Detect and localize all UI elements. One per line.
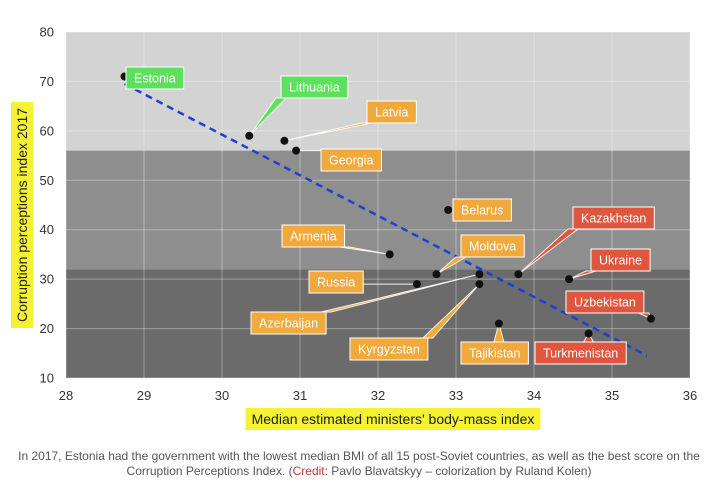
label-box-latvia bbox=[366, 100, 417, 124]
point-kazakhstan bbox=[514, 270, 523, 279]
x-axis-title-highlight bbox=[245, 408, 541, 430]
x-tick-label: 36 bbox=[683, 388, 697, 403]
label-azerbaijan: Azerbaijan bbox=[259, 317, 318, 331]
label-latvia: Latvia bbox=[375, 106, 408, 120]
point-russia bbox=[413, 280, 421, 289]
figure-caption: In 2017, Estonia had the government with… bbox=[0, 449, 718, 479]
label-box-estonia bbox=[125, 66, 185, 90]
label-box-kazakhstan bbox=[572, 206, 655, 230]
caption-credit-rest: : Pavlo Blavatskyy – colorization by Rul… bbox=[324, 464, 592, 478]
x-tick-label: 35 bbox=[605, 388, 619, 403]
trend-line bbox=[123, 82, 648, 357]
point-kyrgyzstan bbox=[475, 280, 484, 289]
label-box-uzbekistan bbox=[565, 290, 645, 314]
x-tick-label: 31 bbox=[293, 388, 307, 403]
y-tick-label: 70 bbox=[40, 74, 54, 89]
y-tick-label: 20 bbox=[40, 321, 54, 336]
label-box-armenia bbox=[281, 224, 346, 248]
label-moldova: Moldova bbox=[469, 240, 516, 254]
point-georgia bbox=[292, 146, 301, 155]
y-axis-title: Corruption perceptions index 2017 bbox=[14, 108, 30, 322]
point-tajikistan bbox=[494, 319, 503, 328]
y-tick-label: 10 bbox=[40, 371, 54, 386]
point-azerbaijan bbox=[475, 270, 484, 279]
chart-svg: Estonia Lithuania Latvia Georgia Belarus Arme… bbox=[11, 25, 697, 430]
point-armenia bbox=[385, 250, 394, 259]
point-lithuania bbox=[245, 131, 254, 140]
x-tick-label: 33 bbox=[449, 388, 463, 403]
x-tick-label: 28 bbox=[59, 388, 73, 403]
credit-link[interactable]: Credit bbox=[292, 464, 325, 478]
label-box-ukraine bbox=[590, 248, 651, 272]
x-tick-label: 32 bbox=[371, 388, 385, 403]
point-belarus bbox=[444, 205, 453, 214]
label-ukraine: Ukraine bbox=[599, 254, 642, 268]
label-box-moldova bbox=[460, 234, 525, 258]
point-turkmenistan bbox=[584, 329, 593, 338]
label-box-belarus bbox=[452, 198, 512, 222]
y-tick-label: 60 bbox=[40, 123, 54, 138]
label-lithuania: Lithuania bbox=[289, 81, 340, 95]
label-kyrgyzstan: Kyrgyzstan bbox=[358, 343, 420, 357]
y-tick-label: 50 bbox=[40, 173, 54, 188]
y-tick-label: 40 bbox=[40, 222, 54, 237]
label-box-tajikistan bbox=[460, 341, 529, 365]
label-turkmenistan: Turkmenistan bbox=[543, 347, 618, 361]
point-ukraine bbox=[565, 275, 574, 284]
scatter-chart: Estonia Lithuania Latvia Georgia Belarus Arme… bbox=[11, 25, 697, 430]
x-tick-label: 34 bbox=[527, 388, 541, 403]
label-russia: Russia bbox=[317, 276, 355, 290]
point-moldova bbox=[432, 270, 441, 279]
label-tajikistan: Tajikistan bbox=[469, 347, 520, 361]
label-box-kyrgyzstan bbox=[349, 337, 429, 361]
point-uzbekistan bbox=[647, 314, 655, 323]
caption-text: In 2017, Estonia had the government with… bbox=[18, 449, 700, 478]
label-armenia: Armenia bbox=[290, 230, 337, 244]
label-kazakhstan: Kazakhstan bbox=[581, 212, 646, 226]
x-tick-label: 29 bbox=[137, 388, 151, 403]
x-axis-title: Median estimated ministers' body-mass in… bbox=[252, 411, 535, 427]
y-tick-label: 80 bbox=[40, 25, 54, 40]
label-box-georgia bbox=[320, 148, 382, 172]
x-tick-label: 30 bbox=[215, 388, 229, 403]
y-axis-title-highlight bbox=[11, 101, 33, 329]
label-box-russia bbox=[308, 270, 364, 294]
label-uzbekistan: Uzbekistan bbox=[574, 296, 636, 310]
label-estonia: Estonia bbox=[134, 72, 176, 86]
label-box-lithuania bbox=[280, 75, 349, 99]
y-tick-label: 30 bbox=[40, 272, 54, 287]
background-band bbox=[66, 32, 690, 151]
label-belarus: Belarus bbox=[461, 204, 503, 218]
label-box-azerbaijan bbox=[250, 311, 327, 335]
point-latvia bbox=[280, 136, 289, 145]
label-georgia: Georgia bbox=[329, 154, 374, 168]
label-box-turkmenistan bbox=[534, 341, 627, 365]
